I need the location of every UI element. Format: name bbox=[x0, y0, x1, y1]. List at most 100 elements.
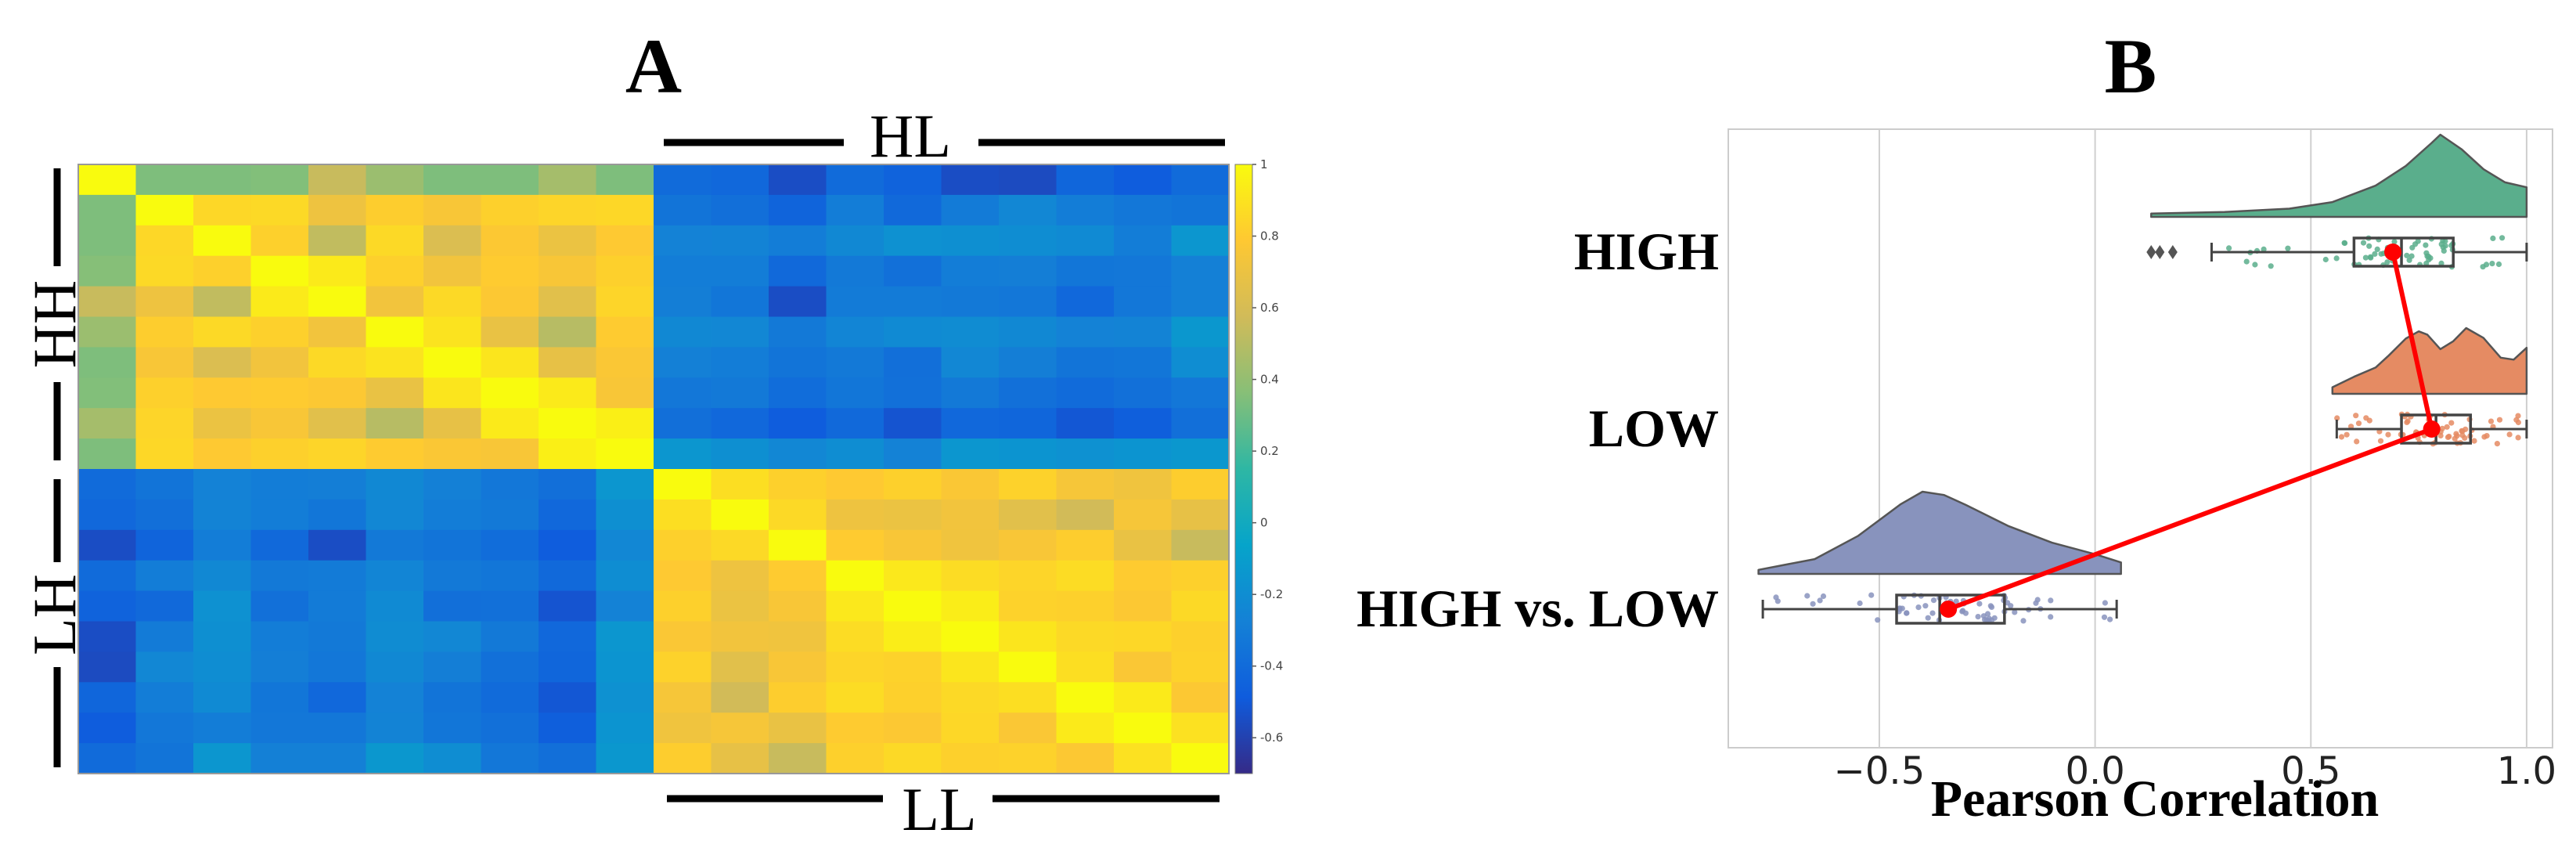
data-point bbox=[2102, 600, 2108, 606]
colorbar-tick-label: -0.4 bbox=[1260, 659, 1283, 673]
heatmap-cell bbox=[539, 438, 597, 470]
heatmap-cell bbox=[250, 194, 309, 226]
heatmap-cell bbox=[250, 438, 309, 470]
x-tick-label: 0.0 bbox=[2065, 749, 2124, 793]
data-point bbox=[2423, 242, 2429, 248]
heatmap-cell bbox=[884, 286, 942, 318]
heatmap-cell bbox=[78, 560, 137, 592]
data-point bbox=[1975, 614, 1981, 620]
x-tick-label: 0.5 bbox=[2281, 749, 2340, 793]
heatmap-cell bbox=[135, 438, 194, 470]
heatmap-cell bbox=[596, 743, 654, 774]
heatmap-cell bbox=[250, 286, 309, 318]
heatmap-cell bbox=[308, 286, 367, 318]
heatmap-cell bbox=[654, 743, 712, 774]
heatmap-cell bbox=[654, 529, 712, 561]
heatmap-cell bbox=[654, 164, 712, 196]
heatmap-cell bbox=[481, 560, 539, 592]
outlier bbox=[2146, 245, 2156, 259]
heatmap-cell bbox=[481, 164, 539, 196]
heatmap-cell bbox=[366, 438, 424, 470]
heatmap-cell bbox=[596, 377, 654, 409]
heatmap-cell bbox=[308, 164, 367, 196]
heatmap-cell bbox=[1056, 225, 1115, 257]
data-point bbox=[1857, 600, 1863, 607]
heatmap-cell bbox=[308, 377, 367, 409]
heatmap-cell bbox=[654, 377, 712, 409]
heatmap-cell bbox=[1056, 712, 1115, 744]
heatmap-cell bbox=[481, 682, 539, 713]
heatmap-cell bbox=[481, 621, 539, 652]
heatmap-cell bbox=[308, 316, 367, 348]
heatmap-cell bbox=[711, 712, 769, 744]
data-point bbox=[2048, 614, 2054, 620]
heatmap-cell bbox=[941, 499, 1000, 531]
heatmap-cell bbox=[1056, 347, 1115, 378]
data-point bbox=[2366, 243, 2372, 249]
heatmap-cell bbox=[769, 590, 827, 622]
heatmap-cell bbox=[711, 347, 769, 378]
heatmap-cell bbox=[539, 286, 597, 318]
heatmap-cell bbox=[78, 255, 137, 287]
heatmap-cell bbox=[78, 682, 137, 713]
heatmap-cell bbox=[654, 712, 712, 744]
heatmap-cell bbox=[481, 286, 539, 318]
data-point bbox=[2107, 616, 2113, 622]
heatmap-cell bbox=[769, 316, 827, 348]
heatmap-cell bbox=[1171, 560, 1230, 592]
data-point bbox=[2438, 260, 2444, 266]
data-point bbox=[2362, 254, 2369, 261]
heatmap-cell bbox=[78, 316, 137, 348]
heatmap-cell bbox=[78, 377, 137, 409]
heatmap-cell bbox=[308, 621, 367, 652]
heatmap-cell bbox=[654, 316, 712, 348]
heatmap-cell bbox=[1056, 621, 1115, 652]
heatmap-cell bbox=[596, 286, 654, 318]
heatmap-cell bbox=[481, 377, 539, 409]
heatmap-cell bbox=[78, 529, 137, 561]
heatmap-cell bbox=[711, 194, 769, 226]
heatmap-cell bbox=[1171, 682, 1230, 713]
mean-point bbox=[2384, 244, 2402, 261]
heatmap-cell bbox=[999, 469, 1057, 500]
heatmap-cell bbox=[1056, 194, 1115, 226]
heatmap-cell bbox=[884, 316, 942, 348]
heatmap-cell bbox=[1056, 651, 1115, 683]
data-point bbox=[2377, 438, 2384, 444]
data-point bbox=[2353, 413, 2359, 419]
mean-point bbox=[2423, 420, 2441, 438]
heatmap-cell bbox=[539, 712, 597, 744]
heatmap-cell bbox=[193, 499, 252, 531]
heatmap-cell bbox=[423, 743, 482, 774]
heatmap-cell bbox=[1114, 255, 1173, 287]
heatmap-cell bbox=[941, 469, 1000, 500]
data-point bbox=[2391, 239, 2398, 245]
heatmap-cell bbox=[999, 529, 1057, 561]
data-point bbox=[1820, 593, 1827, 600]
heatmap-cell bbox=[596, 438, 654, 470]
data-point bbox=[2404, 252, 2410, 258]
heatmap-cell bbox=[423, 560, 482, 592]
colorbar-tick-label: -0.6 bbox=[1260, 731, 1283, 745]
heatmap-cell bbox=[366, 316, 424, 348]
heatmap-cell bbox=[654, 621, 712, 652]
heatmap-cell bbox=[711, 499, 769, 531]
data-point bbox=[2494, 441, 2500, 447]
heatmap-cell bbox=[1171, 225, 1230, 257]
heatmap-cell bbox=[193, 255, 252, 287]
heatmap-cell bbox=[941, 377, 1000, 409]
heatmap-cell bbox=[193, 682, 252, 713]
heatmap-cell bbox=[826, 347, 884, 378]
data-point bbox=[1984, 611, 1991, 617]
heatmap-cell bbox=[423, 347, 482, 378]
heatmap-cell bbox=[769, 164, 827, 196]
heatmap-cell bbox=[654, 469, 712, 500]
heatmap-cell bbox=[1114, 316, 1173, 348]
data-point bbox=[1810, 601, 1816, 607]
heatmap-cell bbox=[654, 682, 712, 713]
heatmap-cell bbox=[711, 225, 769, 257]
group-label-hh: HH bbox=[20, 280, 88, 369]
heatmap-cell bbox=[1171, 743, 1230, 774]
heatmap-cell bbox=[884, 438, 942, 470]
heatmap-cell bbox=[769, 438, 827, 470]
